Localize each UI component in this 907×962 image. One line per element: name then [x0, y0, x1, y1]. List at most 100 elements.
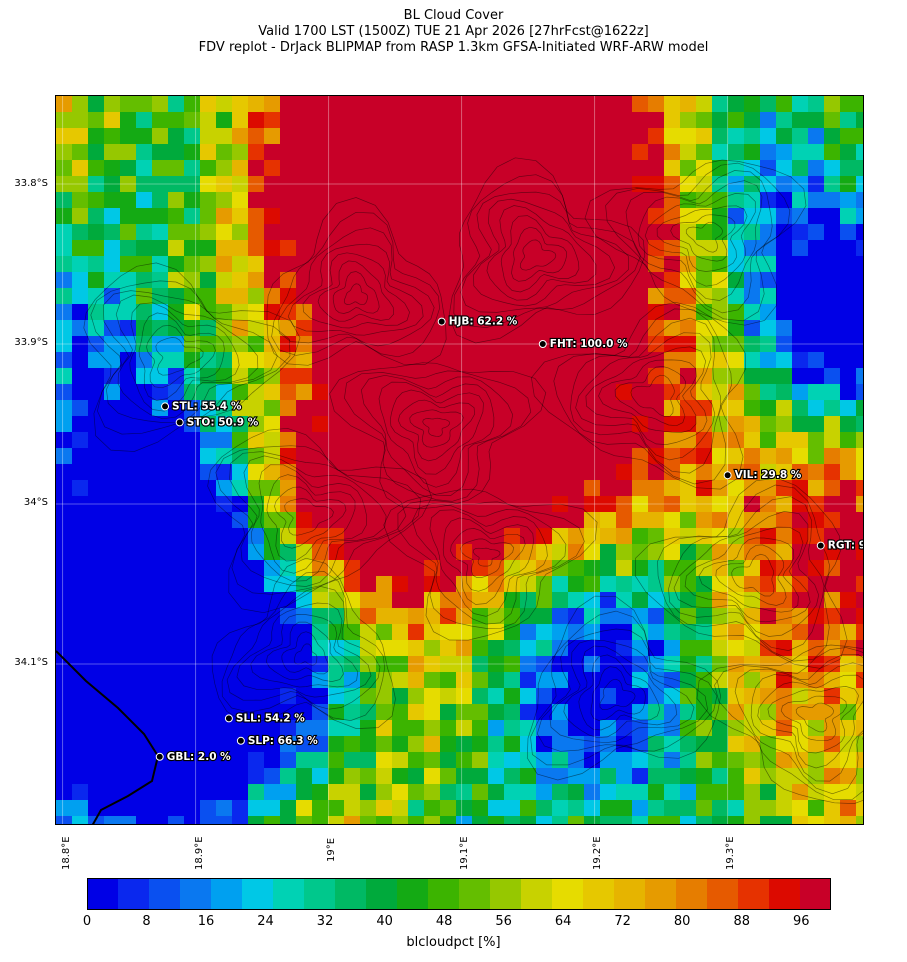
contour-line: [258, 464, 368, 574]
lon-tick-label: 19.1°E: [459, 836, 470, 870]
contour-line: [750, 662, 863, 782]
colorbar-swatch: [242, 878, 274, 910]
colorbar-tick-label: 48: [435, 914, 453, 929]
contour-line: [460, 191, 629, 313]
contour-line: [630, 374, 675, 418]
colorbar-swatch: [118, 878, 150, 910]
contour-line: [360, 374, 514, 496]
station-label: RGT: 98.0 %: [828, 540, 864, 552]
station-slp: SLP: 66.3 %: [236, 734, 319, 748]
station-label: GBL: 2.0 %: [167, 751, 231, 763]
contour-line: [673, 511, 820, 637]
cloud-grid: [56, 96, 863, 824]
station-hjb: HJB: 62.2 %: [437, 315, 519, 329]
contour-line: [378, 381, 495, 488]
colorbar-swatch: [769, 878, 801, 910]
colorbar-tick-label: 56: [495, 914, 512, 929]
contour-line: [584, 159, 807, 326]
contour-line: [278, 227, 435, 347]
colorbar-swatch: [707, 878, 739, 910]
contour-line: [734, 653, 863, 795]
contour-line: [767, 686, 859, 754]
contour-line: [397, 399, 475, 462]
contour-line: [243, 455, 387, 582]
station-sto: STO: 50.9 %: [175, 415, 260, 429]
contour-line: [265, 621, 344, 682]
contour-line: [138, 312, 225, 401]
station-marker: [175, 418, 184, 427]
colorbar-tick-label: 88: [733, 914, 750, 929]
contour-line: [236, 602, 372, 698]
colorbar-tick-label: 24: [257, 914, 274, 929]
contour-line: [570, 317, 722, 474]
contour-line: [684, 526, 811, 623]
contour-line: [317, 260, 395, 322]
colorbar-swatch: [800, 878, 831, 910]
contour-line: [226, 586, 381, 710]
colorbar-swatch: [521, 878, 553, 910]
colorbar-swatch: [676, 878, 708, 910]
contour-line: [531, 301, 747, 490]
colorbar-swatch: [428, 878, 460, 910]
contour-line: [155, 337, 204, 376]
station-label: VIL: 29.8 %: [735, 469, 802, 481]
contour-line: [656, 205, 748, 272]
colorbar-swatch: [490, 878, 522, 910]
station-label: STO: 50.9 %: [187, 416, 259, 428]
contour-line: [397, 499, 585, 629]
colorbar-swatch: [180, 878, 212, 910]
contour-line: [442, 517, 534, 605]
station-rgt: RGT: 98.0 %: [816, 538, 864, 553]
lon-tick-label: 19.3°E: [725, 836, 736, 870]
contour-line: [472, 547, 501, 567]
contour-line: [115, 294, 259, 420]
contour-line: [460, 538, 515, 578]
map-title: BL Cloud Cover: [403, 8, 504, 23]
contour-line: [221, 571, 386, 721]
colorbar-tick-label: 72: [614, 914, 631, 929]
colorbar-swatch: [397, 878, 429, 910]
colorbar-swatch: [459, 878, 491, 910]
station-marker: [538, 340, 547, 348]
contour-line: [102, 290, 278, 423]
contour-line: [229, 451, 407, 587]
map-source: FDV replot - DrJack BLIPMAP from RASP 1.…: [198, 40, 709, 55]
contour-line: [780, 695, 847, 742]
contour-line: [715, 544, 787, 606]
station-marker: [155, 752, 164, 761]
colorbar-tick-label: 16: [197, 914, 215, 929]
cloud-cover-map[interactable]: HJB: 62.2 % FHT: 100.0 % STL: 55.4 % STO: 5…: [55, 95, 864, 825]
contour-line: [422, 417, 450, 437]
contour-line: [486, 205, 597, 301]
contour-line: [731, 553, 775, 597]
contour-line: [215, 445, 422, 595]
contour-line: [563, 645, 678, 739]
graticule: [56, 96, 863, 824]
lat-tick-label: 34°S: [23, 497, 48, 508]
colorbar-swatch: [583, 878, 615, 910]
contour-line: [429, 509, 548, 617]
contour-line: [453, 174, 641, 328]
contour-line: [383, 488, 598, 641]
contour-line: [549, 639, 695, 744]
contour-line: [553, 308, 732, 485]
colorbar-swatch: [87, 878, 119, 910]
terrain-contours: [83, 157, 863, 804]
colorbar-swatch: [335, 878, 367, 910]
lat-tick-label: 33.8°S: [14, 178, 48, 189]
lat-tick-label: 33.9°S: [14, 337, 48, 348]
contour-line: [83, 262, 301, 452]
contour-line: [670, 214, 736, 262]
contour-line: [637, 180, 763, 301]
contour-line: [409, 409, 464, 448]
contour-line: [605, 162, 791, 322]
lon-tick-label: 18.8°E: [61, 836, 72, 870]
contour-line: [207, 427, 432, 614]
contour-line: [287, 243, 424, 336]
contour-line: [343, 283, 368, 306]
contour-line: [500, 215, 580, 293]
contour-line: [644, 193, 756, 287]
contour-line: [250, 614, 359, 688]
colorbar-label: blcloudpct [%]: [406, 935, 501, 950]
contour-line: [536, 628, 708, 752]
